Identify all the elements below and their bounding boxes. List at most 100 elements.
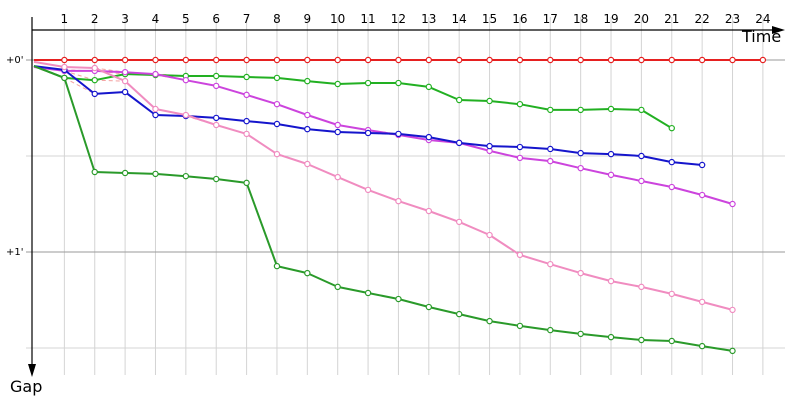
x-tick-label: 10 xyxy=(330,12,345,26)
data-point xyxy=(729,56,736,64)
data-point xyxy=(273,100,281,108)
data-point xyxy=(486,97,493,105)
x-tick-label: 17 xyxy=(543,12,558,26)
data-point xyxy=(607,150,615,158)
y-tick-label: +0' xyxy=(6,55,24,66)
data-point xyxy=(577,164,584,172)
axis-labels: 1 2 3 4 5 6 7 8 9 10 11 12 13 14 15 16 17 18 19 20 21 22 23 24+… xyxy=(6,12,781,396)
x-tick-label: 12 xyxy=(391,12,406,26)
x-tick-label: 9 xyxy=(304,12,312,26)
data-point xyxy=(182,172,190,180)
data-point xyxy=(547,56,554,64)
data-point xyxy=(455,218,463,226)
data-point xyxy=(638,336,645,344)
data-point xyxy=(698,191,706,199)
series-line xyxy=(33,65,733,352)
data-point xyxy=(395,79,402,87)
data-point xyxy=(729,306,736,314)
data-point xyxy=(243,130,250,138)
data-point xyxy=(395,56,402,64)
data-point xyxy=(334,283,341,291)
data-point xyxy=(364,56,372,64)
x-tick-label: 23 xyxy=(725,12,740,26)
y-tick-label: +1' xyxy=(6,247,24,258)
x-tick-label: 1 xyxy=(61,12,69,26)
data-point xyxy=(364,79,372,87)
data-point xyxy=(213,56,220,64)
x-tick-label: 3 xyxy=(121,12,129,26)
data-point xyxy=(638,106,645,114)
data-point xyxy=(455,56,463,64)
data-point xyxy=(182,56,190,64)
x-tick-label: 6 xyxy=(212,12,220,26)
data-point xyxy=(638,152,645,160)
data-point xyxy=(759,56,767,64)
x-tick-label: 21 xyxy=(664,12,679,26)
data-point xyxy=(304,56,311,64)
y-axis-arrow xyxy=(28,364,36,377)
data-point xyxy=(668,337,675,345)
x-tick-label: 22 xyxy=(694,12,709,26)
data-point xyxy=(577,330,584,338)
data-point xyxy=(577,149,584,157)
data-point xyxy=(395,295,402,303)
x-tick-label: 11 xyxy=(360,12,375,26)
data-point xyxy=(182,111,190,119)
data-point xyxy=(698,56,706,64)
data-point xyxy=(668,183,675,191)
position-connector xyxy=(94,79,126,82)
data-point xyxy=(182,76,190,84)
data-point xyxy=(668,124,675,132)
data-point xyxy=(213,121,220,129)
grid xyxy=(26,17,785,375)
data-point xyxy=(364,186,372,194)
data-point xyxy=(243,73,250,81)
series-line xyxy=(33,65,673,130)
data-point xyxy=(334,80,341,88)
data-point xyxy=(243,91,250,99)
data-point xyxy=(698,298,706,306)
x-tick-label: 8 xyxy=(273,12,281,26)
x-tick-label: 18 xyxy=(573,12,588,26)
data-point xyxy=(152,56,159,64)
data-point xyxy=(607,333,615,341)
data-point xyxy=(273,120,281,128)
data-point xyxy=(304,269,311,277)
data-point xyxy=(334,173,341,181)
data-point xyxy=(243,179,250,187)
data-point xyxy=(729,347,736,355)
data-point xyxy=(304,111,311,119)
data-point xyxy=(577,56,584,64)
data-point xyxy=(516,251,524,259)
data-point xyxy=(61,56,68,64)
data-point xyxy=(729,200,736,208)
data-point xyxy=(91,64,98,72)
data-point xyxy=(668,290,675,298)
data-point xyxy=(243,117,250,125)
x-tick-label: 5 xyxy=(182,12,190,26)
data-point xyxy=(152,105,159,113)
data-point xyxy=(91,76,98,84)
data-point xyxy=(607,105,615,113)
data-point xyxy=(668,158,675,166)
data-point xyxy=(486,317,493,325)
data-point xyxy=(334,128,341,136)
data-point xyxy=(273,262,281,270)
axes xyxy=(28,17,785,377)
data-point xyxy=(121,56,129,64)
data-point xyxy=(486,231,493,239)
data-point xyxy=(455,310,463,318)
data-point xyxy=(425,56,433,64)
data-point xyxy=(547,260,554,268)
position-connector xyxy=(64,77,95,95)
series-line xyxy=(33,66,733,205)
data-point xyxy=(61,74,68,82)
data-point xyxy=(243,56,250,64)
data-point xyxy=(455,139,463,147)
data-point xyxy=(698,161,706,169)
x-tick-label: 20 xyxy=(634,12,649,26)
data-point xyxy=(607,277,615,285)
data-point xyxy=(425,83,433,91)
